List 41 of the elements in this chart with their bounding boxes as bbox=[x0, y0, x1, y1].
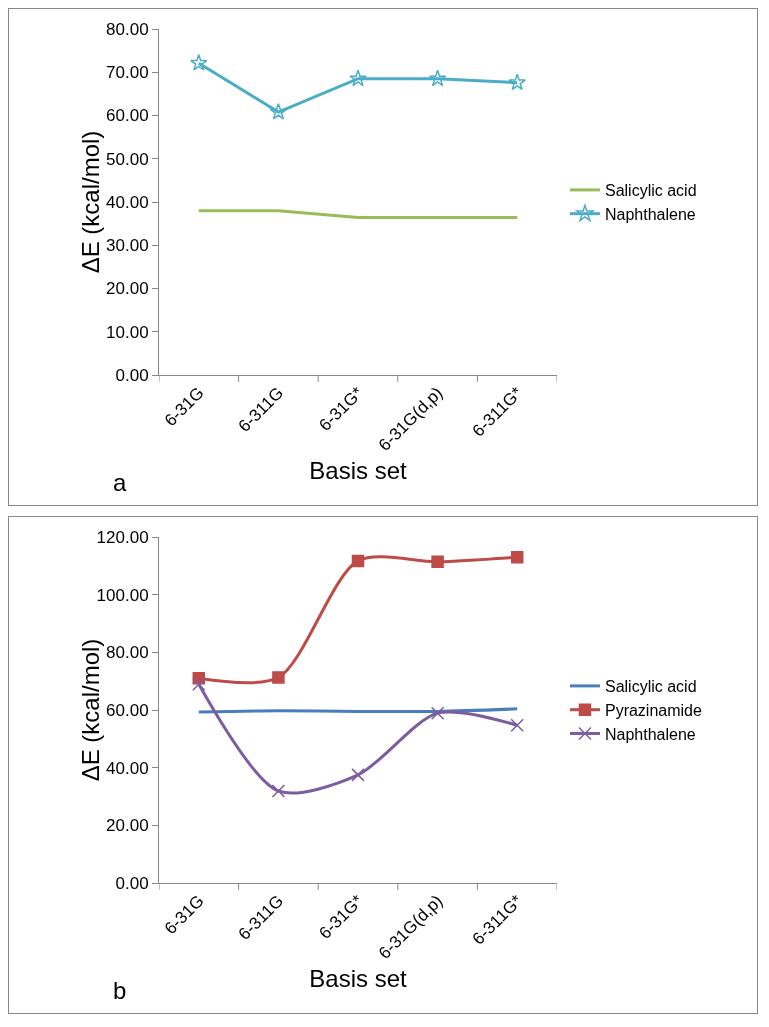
y-axis-title: ΔE (kcal/mol) bbox=[77, 638, 105, 782]
point bbox=[428, 69, 447, 87]
point bbox=[192, 677, 206, 692]
y-tick-label: 40.00 bbox=[106, 192, 149, 212]
y-tick-label: 10.00 bbox=[106, 322, 149, 342]
point bbox=[351, 554, 365, 568]
y-tick-label: 0.00 bbox=[115, 365, 149, 385]
y-tick-label: 40.00 bbox=[106, 758, 149, 778]
y-tick-label: 0.00 bbox=[115, 873, 149, 893]
x-axis-title: Basis set bbox=[309, 964, 408, 992]
point bbox=[271, 784, 286, 798]
y-axis-title: ΔE (kcal/mol) bbox=[77, 130, 105, 274]
y-tick-label: 80.00 bbox=[106, 19, 149, 39]
point bbox=[351, 768, 365, 782]
y-tick-label: 60.00 bbox=[106, 106, 149, 126]
y-tick-label: 120.00 bbox=[96, 527, 149, 547]
point bbox=[190, 54, 208, 71]
point bbox=[510, 550, 524, 564]
y-tick-label: 50.00 bbox=[106, 149, 149, 169]
legend-label: Naphthalene bbox=[604, 205, 696, 223]
legend-label: Salicylic acid bbox=[604, 182, 697, 200]
point bbox=[510, 718, 524, 733]
y-tick-label: 20.00 bbox=[106, 279, 149, 299]
point bbox=[508, 73, 526, 91]
point bbox=[349, 69, 367, 87]
y-tick-label: 20.00 bbox=[106, 816, 149, 836]
y-tick-label: 60.00 bbox=[106, 700, 149, 720]
legend-label: Salicylic acid bbox=[604, 678, 697, 696]
point bbox=[430, 706, 445, 720]
x-axis-title: Basis set bbox=[309, 456, 408, 484]
point bbox=[269, 102, 288, 120]
y-tick-label: 80.00 bbox=[106, 643, 149, 663]
text: a bbox=[113, 469, 127, 496]
point bbox=[272, 671, 285, 684]
point bbox=[431, 555, 444, 569]
legend-label: Naphthalene bbox=[604, 725, 696, 743]
y-tick-label: 70.00 bbox=[106, 63, 149, 83]
legend-label: Pyrazinamide bbox=[604, 701, 702, 719]
text: b bbox=[113, 977, 127, 1004]
y-tick-label: 100.00 bbox=[96, 585, 149, 605]
y-tick-label: 30.00 bbox=[106, 236, 149, 256]
